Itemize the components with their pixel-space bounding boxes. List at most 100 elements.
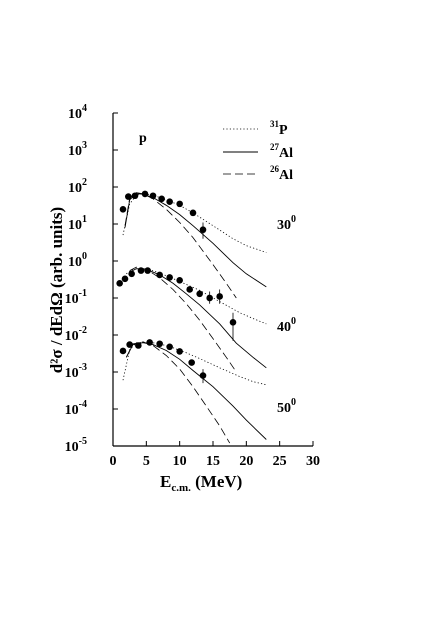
data-point-40 [116,279,123,287]
curve-dashed-50 [125,341,231,444]
curve-dotted-40 [126,268,267,325]
x-axis-title-unit: (MeV) [191,472,242,491]
x-tick-label: 20 [239,454,253,469]
data-point-30 [176,200,183,208]
y-tick-base: 10 [68,218,82,233]
y-tick-label: 10-1 [65,288,87,307]
y-tick-base: 10 [65,292,79,307]
y-tick-base: 10 [65,329,79,344]
y-tick-exponent: -2 [79,325,87,336]
angle-label: 400 [277,316,296,335]
y-tick-label: 10-2 [65,325,87,344]
data-point-40 [206,294,213,302]
x-tick-label: 10 [173,454,187,469]
x-axis: 0 5 10 15 20 25 30 [110,441,320,469]
angle-label: 300 [277,214,296,233]
legend-mass-number: 27 [270,142,280,152]
data-point-30 [125,193,132,200]
curve-dashed-30 [124,192,237,299]
y-tick-label: 10-4 [65,399,87,418]
y-tick-exponent: 4 [82,103,87,114]
data-point-50 [188,359,195,366]
y-tick-exponent: 1 [82,214,87,225]
angle-degree-mark: 0 [291,214,296,225]
y-tick-label: 104 [68,103,87,122]
data-point-40 [121,275,129,283]
data-point-50 [199,372,207,379]
y-tick-label: 10-3 [65,362,87,381]
y-tick-label: 100 [68,251,87,270]
x-tick-label: 5 [143,454,150,469]
data-point-50 [119,347,127,355]
data-point-40 [128,270,135,278]
data-point-40 [144,267,151,274]
legend-label: 27Al [270,142,293,161]
angle-value: 40 [277,320,291,335]
y-tick-base: 10 [65,366,79,381]
x-tick-label: 0 [110,454,117,469]
x-tick-label: 25 [273,454,287,469]
y-tick-label: 103 [68,140,87,159]
data-point-50 [135,342,142,349]
x-axis-title-sub: c.m. [171,482,191,494]
data-point-50 [166,343,173,351]
legend-element: P [279,123,288,138]
y-tick-exponent: -1 [79,288,87,299]
y-tick-exponent: 2 [82,177,87,188]
y-tick-exponent: -5 [79,436,87,447]
data-point-30 [119,205,127,213]
y-tick-base: 10 [68,255,82,270]
data-point-40 [176,277,183,284]
data-point-30 [158,195,165,203]
data-point-50 [146,339,153,346]
legend-element: Al [279,168,293,183]
y-tick-exponent: -3 [79,362,87,373]
curve-dotted-30 [122,193,267,253]
data-point-40 [156,271,163,279]
data-point-30 [131,192,139,200]
panel-label: p [139,131,147,146]
legend-mass-number: 26 [270,164,280,174]
y-axis-title: d²σ / dEdΩ (arb. units) [47,207,66,373]
y-tick-exponent: 3 [82,140,87,151]
data-points [116,190,237,384]
y-tick-label: 101 [68,214,87,233]
x-axis-title: Ec.m. (MeV) [160,472,242,494]
data-point-30 [166,198,173,206]
data-point-40 [229,319,237,326]
legend-element: Al [279,146,293,161]
y-tick-base: 10 [68,107,82,122]
legend-label: 31P [270,119,288,138]
data-point-40 [166,274,173,281]
angle-value: 30 [277,218,291,233]
plot-frame [112,113,313,447]
y-tick-base: 10 [68,144,82,159]
angle-degree-mark: 0 [291,397,296,408]
curve-dashed-40 [129,266,237,373]
angle-degree-mark: 0 [291,316,296,327]
x-tick-label: 30 [306,454,320,469]
angle-value: 50 [277,401,291,416]
data-point-40 [186,286,193,293]
data-point-50 [156,340,163,348]
data-point-50 [176,348,183,355]
legend-label: 26Al [270,164,293,183]
x-tick-label: 15 [206,454,220,469]
y-tick-base: 10 [65,440,79,455]
data-point-30 [199,226,207,234]
legend-mass-number: 31 [270,119,280,129]
angle-label: 500 [277,397,296,416]
data-point-40 [196,290,203,298]
data-point-30 [141,190,149,198]
data-point-30 [149,192,157,200]
model-curves [122,192,267,444]
data-point-40 [216,293,223,300]
y-tick-exponent: 0 [82,251,87,262]
data-point-40 [137,267,145,274]
y-tick-base: 10 [65,403,79,418]
data-point-30 [189,209,197,217]
